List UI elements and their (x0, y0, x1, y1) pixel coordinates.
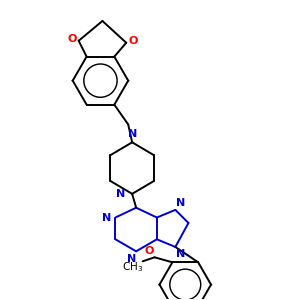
Text: CH$_3$: CH$_3$ (122, 260, 143, 274)
Text: O: O (67, 34, 76, 44)
Text: N: N (102, 212, 111, 223)
Text: N: N (128, 129, 137, 140)
Text: N: N (116, 189, 125, 199)
Text: N: N (176, 249, 185, 259)
Text: O: O (128, 36, 138, 46)
Text: N: N (127, 254, 136, 264)
Text: N: N (176, 198, 185, 208)
Text: O: O (145, 246, 154, 256)
